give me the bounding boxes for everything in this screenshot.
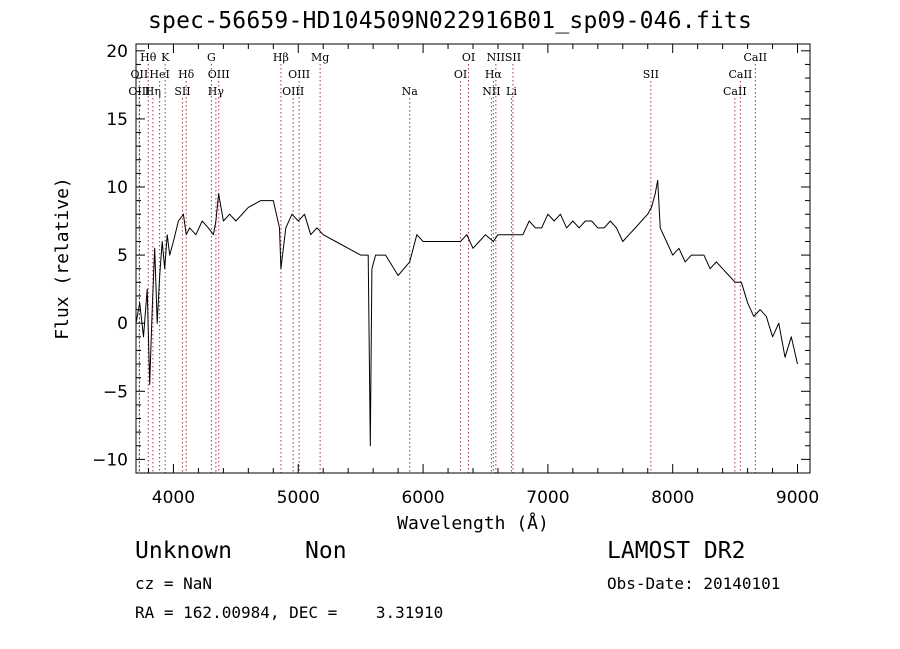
x-tick-label: 6000: [401, 488, 444, 508]
y-tick-label: 20: [106, 42, 128, 62]
line-marker-label: Li: [506, 85, 517, 98]
line-marker-label: Mg: [311, 51, 329, 64]
line-marker-label: OIII: [208, 68, 230, 81]
plot-frame: [135, 43, 811, 474]
observation-date: Obs-Date: 20140101: [607, 574, 781, 593]
line-marker-label: OI: [462, 51, 475, 64]
line-marker-label: OIII: [282, 85, 304, 98]
x-tick-label: 9000: [776, 488, 819, 508]
line-marker-label: Hβ: [273, 51, 289, 64]
line-marker-label: Hθ: [140, 51, 157, 64]
line-marker-label: SII: [643, 68, 659, 81]
line-marker-label: SII: [505, 51, 521, 64]
x-tick-label: 8000: [651, 488, 694, 508]
line-marker-label: CaII: [743, 51, 767, 64]
chart-title: spec-56659-HD104509N022916B01_sp09-046.f…: [147, 8, 753, 34]
y-tick-label: 10: [106, 178, 128, 198]
y-tick-label: 15: [106, 110, 128, 130]
object-name: Unknown: [135, 538, 232, 564]
x-axis-label: Wavelength (Å): [397, 512, 549, 534]
line-marker-label: G: [207, 51, 216, 64]
axis-labels: 4000 5000 6000 7000 8000 9000 −10 −5 0 5 10 15 20 Wav…: [52, 42, 819, 534]
line-marker-label: Hγ: [208, 85, 225, 98]
y-tick-label: 5: [117, 246, 128, 266]
object-class: Non: [305, 538, 347, 564]
survey-name: LAMOST DR2: [607, 538, 746, 564]
y-tick-label: −10: [92, 450, 128, 470]
spectrum-series: [135, 179, 798, 447]
line-marker-label: NII: [482, 85, 500, 98]
y-tick-label: −5: [103, 382, 128, 402]
redshift-cz: cz = NaN: [135, 574, 213, 593]
line-marker-label: CaII: [729, 68, 753, 81]
line-marker-label: K: [161, 51, 170, 64]
y-tick-label: 0: [117, 314, 128, 334]
line-marker-label: OI: [454, 68, 467, 81]
line-marker-label: CaII: [723, 85, 747, 98]
line-marker-label: OII: [131, 68, 149, 81]
line-marker-label: Hδ: [178, 68, 195, 81]
line-marker-label: Hα: [485, 68, 503, 81]
line-marker-label: HeI: [149, 68, 169, 81]
line-marker-label: Hη: [145, 85, 161, 98]
axis-ticks: [136, 44, 810, 473]
y-axis-label: Flux (relative): [52, 177, 73, 340]
spectrum-line: [135, 179, 798, 447]
x-tick-label: 4000: [152, 488, 195, 508]
line-marker-label: OIII: [288, 68, 310, 81]
line-marker-label: SII: [174, 85, 190, 98]
x-tick-label: 5000: [277, 488, 320, 508]
sky-coordinates: RA = 162.00984, DEC = 3.31910: [135, 603, 444, 622]
plot-axes: [135, 43, 811, 474]
x-tick-label: 7000: [526, 488, 569, 508]
line-marker-label: NII: [487, 51, 505, 64]
line-marker-label: Na: [402, 85, 419, 98]
